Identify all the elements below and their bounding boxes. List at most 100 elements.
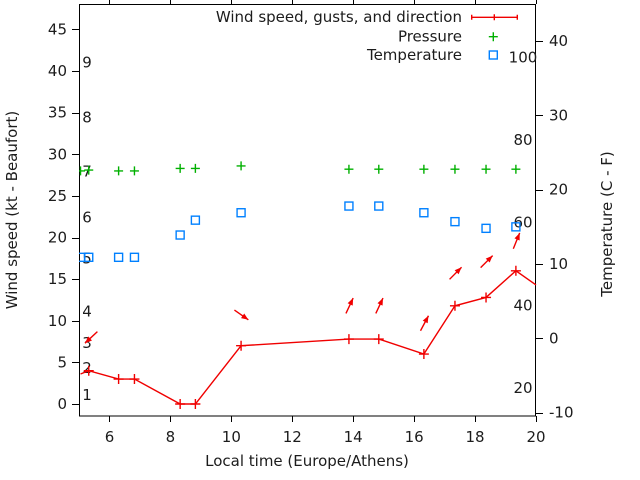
wind-point-marker: [83, 365, 94, 376]
temperature-point: [344, 201, 354, 211]
beaufort-label: 7: [82, 163, 92, 181]
x-tick-label: 8: [166, 428, 176, 446]
x-tick-label: 12: [283, 428, 302, 446]
inner-scale-labels: 1 2 3 4 5 6 7 8 9 20 40 60 80 100: [82, 49, 537, 404]
legend-marker-pressure: [488, 32, 498, 42]
temperature-point: [374, 201, 384, 211]
legend-label-pressure: Pressure: [398, 28, 462, 46]
wind-point-marker: [343, 334, 354, 345]
x-tick-label: 18: [466, 428, 485, 446]
pressure-point: [481, 164, 491, 174]
pressure-point: [419, 164, 429, 174]
wind-point-marker: [373, 334, 384, 345]
fahrenheit-label: 100: [509, 49, 538, 67]
gust-arrow-head: [377, 298, 383, 306]
beaufort-label: 5: [82, 249, 92, 267]
temperature-point: [236, 208, 246, 218]
y-right-tick-label: 0: [549, 329, 559, 347]
beaufort-label: 1: [82, 386, 92, 404]
temperature-point: [113, 252, 124, 263]
pressure-point: [511, 164, 521, 174]
pressure-point: [114, 166, 124, 176]
temperature-point: [419, 208, 429, 218]
y-right-tick-label: 10: [549, 255, 568, 273]
pressure-point: [79, 166, 86, 176]
wind-point-marker: [175, 399, 186, 409]
pressure-point: [236, 161, 246, 171]
y-left-tick-label: 15: [48, 270, 67, 288]
wind-point-marker: [113, 374, 124, 385]
beaufort-label: 2: [82, 359, 92, 377]
x-tick-label: 20: [526, 428, 545, 446]
pressure-point: [374, 164, 384, 174]
legend-marker-temperature: [488, 50, 498, 60]
gust-arrow-head: [347, 298, 354, 306]
temperature-point: [84, 252, 94, 263]
x-tick-label: 14: [344, 428, 363, 446]
legend-label-temperature: Temperature: [366, 46, 462, 64]
y-left-tick-label: 40: [48, 62, 67, 80]
y-right-tick-label: 30: [549, 106, 568, 124]
wind-point-marker: [449, 300, 460, 311]
y-left-tick-label: 45: [48, 20, 67, 38]
legend-label-wind: Wind speed, gusts, and direction: [216, 8, 462, 26]
temperature-point: [129, 252, 140, 263]
plot-frame: [79, 4, 536, 417]
x-tick-label: 16: [405, 428, 424, 446]
gust-arrow-head: [485, 255, 493, 263]
gust-arrow-head: [422, 315, 429, 324]
y-right-tick-label: 40: [549, 32, 568, 50]
y-right-tick-label: 20: [549, 181, 568, 199]
wind-point-marker: [418, 349, 429, 360]
y-axis-right-title: Temperature (C - F): [598, 151, 616, 298]
x-tick-label: 6: [105, 428, 115, 446]
pressure-point: [129, 166, 139, 176]
beaufort-label: 6: [82, 209, 92, 227]
beaufort-label: 4: [82, 303, 92, 321]
temperature-point: [481, 223, 491, 234]
beaufort-label: 8: [82, 109, 92, 127]
y-left-tick-label: 25: [48, 187, 67, 205]
beaufort-label: 3: [82, 334, 92, 352]
gust-arrow-head: [454, 267, 462, 275]
temperature-point: [511, 222, 521, 232]
pressure-point: [450, 164, 460, 174]
fahrenheit-label: 80: [513, 131, 532, 149]
wind-point-marker: [190, 399, 201, 409]
pressure-point: [190, 163, 200, 173]
legend-markers: [471, 14, 518, 60]
y-right-tick-label: -10: [549, 404, 574, 422]
y-left-tick-label: 35: [48, 104, 67, 122]
data-series: [79, 161, 537, 409]
pressure-point: [344, 164, 354, 174]
gust-arrow-head: [241, 313, 249, 320]
temperature-point: [450, 216, 460, 227]
y-left-tick-label: 30: [48, 145, 67, 163]
axis-ticks: 6 8 10 12 14 16 18 20051015202530354045-1001020…: [48, 0, 574, 446]
gust-arrow-head: [84, 336, 92, 344]
fahrenheit-label: 40: [513, 296, 532, 314]
wind-point-marker: [481, 292, 492, 303]
y-axis-left-title: Wind speed (kt - Beaufort): [3, 111, 21, 310]
beaufort-label: 9: [82, 54, 92, 72]
pressure-point: [175, 163, 185, 173]
gust-arrow-head: [514, 232, 520, 241]
y-left-tick-label: 0: [57, 395, 67, 413]
y-left-tick-label: 5: [57, 353, 67, 371]
wind-point-marker: [236, 340, 247, 351]
fahrenheit-label: 60: [513, 214, 532, 232]
wind-point-marker: [510, 265, 521, 276]
temperature-point: [175, 230, 185, 240]
wind-point-marker: [129, 374, 140, 385]
fahrenheit-label: 20: [513, 379, 532, 397]
legend-marker-wind: [471, 14, 518, 21]
y-left-tick-label: 10: [48, 312, 67, 330]
pressure-point: [84, 165, 94, 175]
wind-speed-line: [80, 269, 537, 405]
x-tick-label: 10: [222, 428, 241, 446]
temperature-point: [190, 215, 201, 225]
y-left-tick-label: 20: [48, 229, 67, 247]
x-axis-title: Local time (Europe/Athens): [205, 452, 409, 470]
